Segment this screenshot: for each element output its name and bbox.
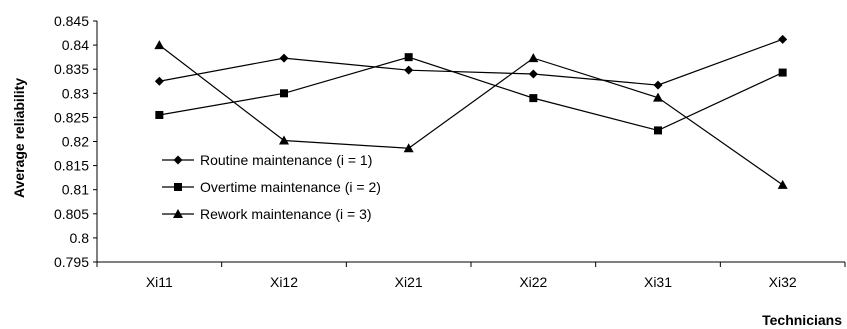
legend-label: Rework maintenance (i = 3) <box>200 206 372 222</box>
data-point <box>653 80 663 90</box>
series-1 <box>154 34 788 90</box>
series-2 <box>155 53 787 135</box>
legend-marker <box>173 155 183 165</box>
data-point <box>280 89 288 98</box>
data-point <box>279 53 289 63</box>
x-tick-label: Xi32 <box>769 274 797 290</box>
x-tick-label: Xi11 <box>146 274 173 290</box>
data-point <box>155 110 164 119</box>
data-point <box>404 53 413 62</box>
y-tick-label: 0.8 <box>70 230 90 246</box>
y-tick-label: 0.84 <box>62 37 89 53</box>
y-tick-label: 0.795 <box>54 254 89 270</box>
data-point <box>154 40 165 50</box>
y-axis: 0.795 0.8 0.805 0.81 0.815 0.82 0.825 0.83 0.835… <box>54 13 98 270</box>
x-tick-label: Xi22 <box>519 274 547 290</box>
series-line <box>159 56 783 132</box>
y-tick-label: 0.83 <box>62 85 89 101</box>
data-point <box>528 69 538 79</box>
data-point <box>279 135 289 145</box>
data-point <box>154 76 164 86</box>
x-axis-title: Technicians <box>762 312 842 328</box>
y-axis-title: Average reliability <box>11 78 27 198</box>
x-tick-label: Xi21 <box>395 274 423 290</box>
data-point <box>654 126 662 135</box>
legend-item: Overtime maintenance (i = 2) <box>162 179 381 195</box>
data-point <box>778 34 788 44</box>
legend-marker <box>174 183 182 191</box>
legend: Routine maintenance (i = 1) Overtime main… <box>162 152 381 222</box>
data-point <box>777 179 788 189</box>
data-point <box>653 92 663 102</box>
series-line <box>159 38 783 86</box>
series-layer <box>154 34 788 189</box>
legend-item: Routine maintenance (i = 1) <box>162 152 372 168</box>
y-tick-label: 0.815 <box>54 158 89 174</box>
y-tick-label: 0.81 <box>62 182 89 198</box>
data-point <box>778 68 787 77</box>
legend-label: Routine maintenance (i = 1) <box>200 152 372 168</box>
data-point <box>528 53 539 63</box>
legend-item: Rework maintenance (i = 3) <box>162 206 372 222</box>
y-tick-label: 0.82 <box>62 134 89 150</box>
series-line <box>158 44 784 186</box>
y-tick-label: 0.805 <box>54 206 89 222</box>
data-point <box>403 143 414 153</box>
legend-marker <box>173 209 183 218</box>
data-point <box>404 65 414 75</box>
data-point <box>529 94 538 103</box>
x-tick-label: Xi12 <box>270 274 298 290</box>
x-tick-label: Xi31 <box>644 274 672 290</box>
series-3 <box>154 40 788 189</box>
y-tick-label: 0.845 <box>54 13 89 29</box>
legend-label: Overtime maintenance (i = 2) <box>200 179 381 195</box>
y-tick-label: 0.835 <box>54 61 89 77</box>
x-axis: Xi11 Xi12 Xi21 Xi22 Xi31 Xi32 <box>96 261 846 290</box>
y-tick-label: 0.825 <box>54 109 89 125</box>
